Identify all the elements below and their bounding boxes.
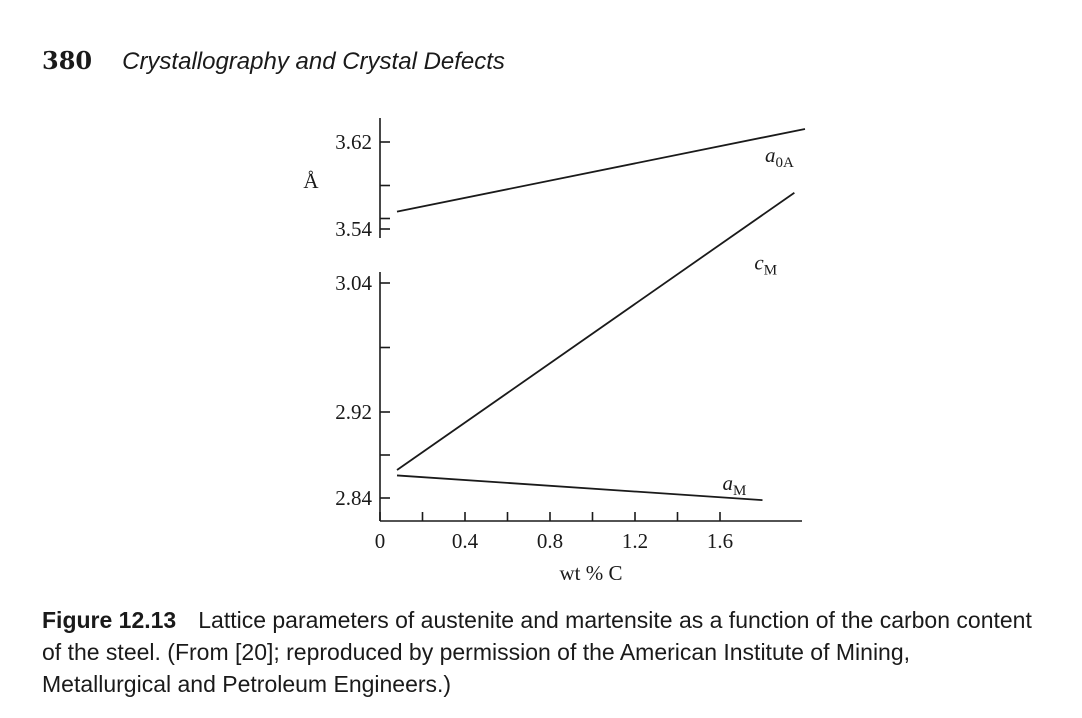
x-tick-label: 1.6 — [707, 529, 733, 553]
x-tick-label: 0 — [375, 529, 386, 553]
x-tick-label: 1.2 — [622, 529, 648, 553]
series-label-a0a: a0A — [765, 143, 794, 171]
y-tick-label: 3.62 — [335, 130, 372, 154]
caption-label: Figure 12.13 — [42, 607, 177, 633]
series-label-subscript: M — [733, 483, 746, 499]
chart-ticks: 3.54 3.62 2.84 2.92 3.04 0 0.4 0.8 1.2 1.6 — [335, 130, 733, 553]
chart-series-lines — [396, 128, 806, 502]
page-header: 380 Crystallography and Crystal Defects — [42, 46, 505, 76]
y-tick-label: 3.04 — [335, 271, 372, 295]
y-axis-label: Å — [303, 169, 319, 193]
chart-axes — [379, 118, 802, 522]
series-line-a0a — [396, 128, 806, 213]
series-label-am: aM — [723, 471, 747, 499]
y-tick-label: 2.84 — [335, 486, 372, 510]
running-title: Crystallography and Crystal Defects — [122, 48, 505, 75]
series-line-am — [396, 474, 763, 502]
series-label-subscript: M — [764, 263, 777, 279]
series-line-cm — [396, 191, 795, 471]
caption-text: Lattice parameters of austenite and mart… — [42, 607, 1032, 697]
x-tick-label: 0.4 — [452, 529, 479, 553]
series-label-cm: cM — [754, 251, 777, 279]
y-tick-label: 3.54 — [335, 217, 372, 241]
series-label-subscript: 0A — [776, 155, 795, 171]
figure-caption: Figure 12.13 Lattice parameters of austen… — [42, 604, 1042, 700]
x-axis-label: wt % C — [560, 561, 623, 585]
y-tick-label: 2.92 — [335, 400, 372, 424]
page-number: 380 — [42, 46, 93, 75]
line-chart: 3.54 3.62 2.84 2.92 3.04 0 0.4 0.8 1.2 1.6 a0A cM a… — [303, 118, 806, 585]
x-tick-label: 0.8 — [537, 529, 563, 553]
